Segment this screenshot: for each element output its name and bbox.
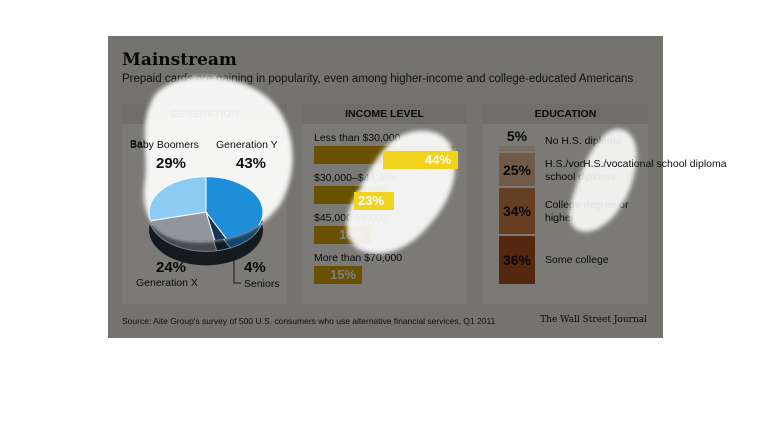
highlight-blob-education: [569, 129, 637, 232]
highlight-blob-income: [346, 130, 456, 254]
highlight-blob-generation: [143, 76, 293, 241]
